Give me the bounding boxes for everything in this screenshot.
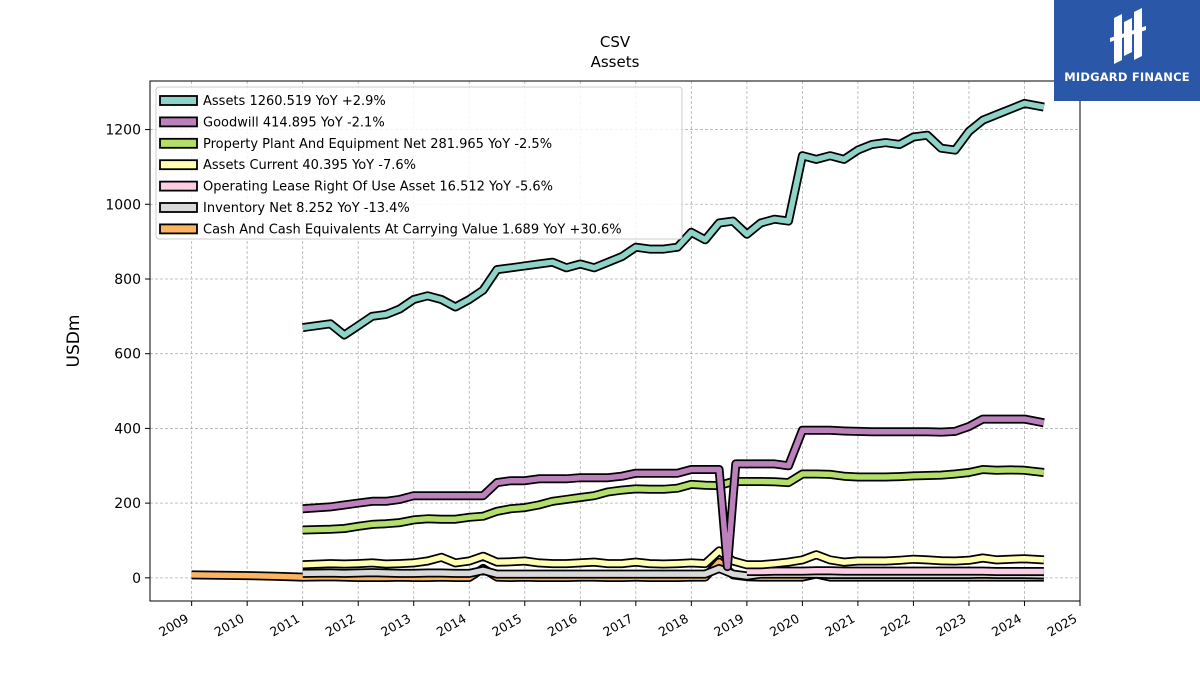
y-axis-label: USDm: [64, 315, 84, 368]
series-line-fill: [302, 548, 1045, 568]
plot-frame: [149, 80, 1081, 602]
legend-label: Assets Current 40.395 YoY -7.6%: [203, 158, 416, 173]
legend-label: Property Plant And Equipment Net 281.965…: [203, 137, 552, 152]
series-lines: [191, 98, 1045, 582]
x-tick-label: 2011: [267, 611, 302, 640]
y-tick-label: 800: [114, 272, 141, 288]
midgard-logo-icon: [1110, 8, 1146, 64]
x-tick-label: 2014: [434, 611, 469, 640]
legend-box: [155, 86, 683, 240]
series-line-fill: [302, 416, 1045, 570]
y-tick-label: 200: [114, 496, 141, 512]
legend-swatch: [159, 159, 198, 171]
legend-swatch: [159, 180, 198, 192]
chart-title: CSV: [600, 33, 631, 51]
x-tick-label: 2015: [489, 611, 524, 640]
series-line-fill: [302, 100, 1045, 338]
legend-label: Inventory Net 8.252 YoY -13.4%: [203, 201, 410, 216]
series-line: [302, 546, 1045, 570]
legend-label: Operating Lease Right Of Use Asset 16.51…: [203, 180, 553, 195]
series-line: [302, 414, 1045, 572]
x-tick-label: 2009: [156, 611, 191, 640]
brand-name: MIDGARD FINANCE: [1064, 70, 1190, 84]
legend-swatch: [159, 223, 198, 235]
legend-label: Goodwill 414.895 YoY -2.1%: [203, 115, 385, 130]
x-tick-label: 2018: [656, 611, 691, 640]
legend-label: Cash And Cash Equivalents At Carrying Va…: [203, 222, 622, 237]
x-tick-label: 2017: [600, 611, 635, 640]
legend: Assets 1260.519 YoY +2.9% Goodwill 414.89…: [155, 86, 683, 240]
x-tick-label: 2020: [767, 611, 802, 640]
legend-swatch: [159, 202, 198, 213]
x-tick-label: 2025: [1044, 611, 1079, 640]
x-tick-label: 2019: [711, 611, 746, 640]
legend-label: Assets 1260.519 YoY +2.9%: [203, 94, 386, 109]
legend-swatch: [159, 95, 198, 106]
x-tick-label: 2021: [822, 611, 857, 640]
y-tick-label: 400: [114, 421, 141, 437]
x-tick-label: 2013: [378, 611, 413, 640]
y-tick-label: 600: [114, 347, 141, 363]
series-line: [746, 566, 1044, 576]
chart-subtitle: Assets: [591, 53, 640, 71]
series-line: [302, 465, 1045, 535]
x-tick-label: 2023: [933, 611, 968, 640]
legend-swatch: [159, 137, 198, 149]
x-tick-label: 2010: [212, 611, 247, 640]
series-line-fill: [746, 567, 1044, 575]
x-tick-label: 2022: [878, 611, 913, 640]
y-tick-label: 0: [132, 571, 141, 587]
x-tick-label: 2012: [323, 611, 358, 640]
series-line: [302, 98, 1045, 340]
series-line-fill: [302, 466, 1045, 533]
y-tick-label: 1200: [105, 123, 141, 139]
x-tick-label: 2024: [989, 611, 1024, 640]
y-tick-label: 1000: [105, 197, 141, 213]
brand-logo: MIDGARD FINANCE: [1054, 0, 1200, 101]
x-tick-label: 2016: [545, 611, 580, 640]
legend-swatch: [159, 116, 198, 128]
